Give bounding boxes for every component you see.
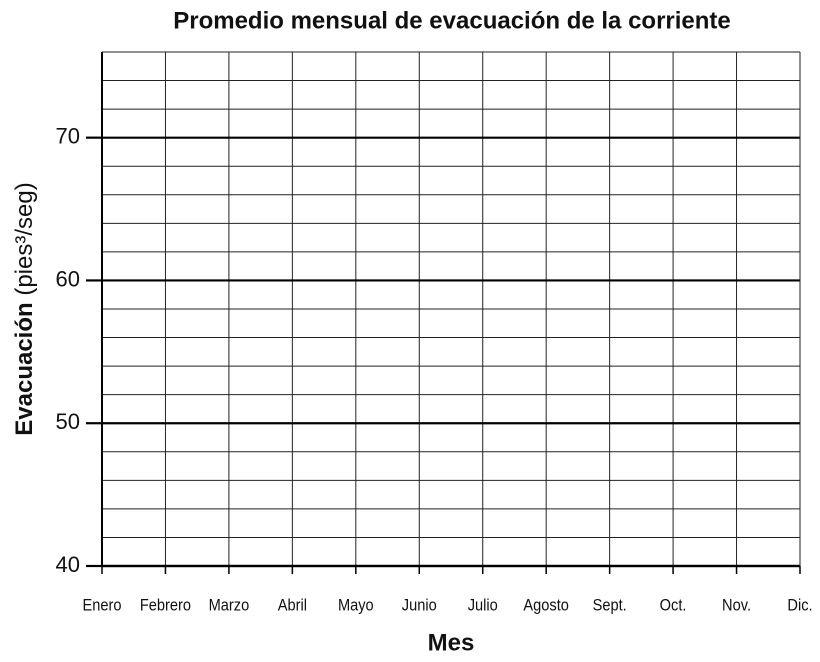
y-axis-label-main: Evacuación: [11, 302, 38, 435]
x-tick-label: Julio: [468, 597, 498, 615]
y-axis-label-unit: (pies³/seg): [11, 182, 38, 295]
x-tick-label: Abril: [278, 597, 307, 615]
x-tick-label: Enero: [83, 597, 122, 615]
y-axis-label: Evacuación (pies³/seg): [11, 182, 38, 435]
y-tick-label: 50: [56, 409, 80, 434]
chart-title: Promedio mensual de evacuación de la cor…: [173, 7, 731, 34]
x-tick-label: Dic.: [787, 597, 812, 615]
x-tick-label: Junio: [402, 597, 437, 615]
x-tick-label: Nov.: [722, 597, 751, 615]
x-tick-label: Oct.: [660, 597, 687, 615]
x-tick-label: Febrero: [140, 597, 191, 615]
x-tick-label: Sept.: [593, 597, 627, 615]
x-tick-label: Mayo: [338, 597, 374, 615]
y-tick-label: 40: [56, 552, 80, 577]
y-tick-label: 70: [56, 123, 80, 148]
x-tick-label: Marzo: [209, 597, 250, 615]
x-tick-label: Agosto: [523, 597, 569, 615]
y-tick-label: 60: [56, 266, 80, 291]
x-axis-label: Mes: [428, 629, 475, 656]
